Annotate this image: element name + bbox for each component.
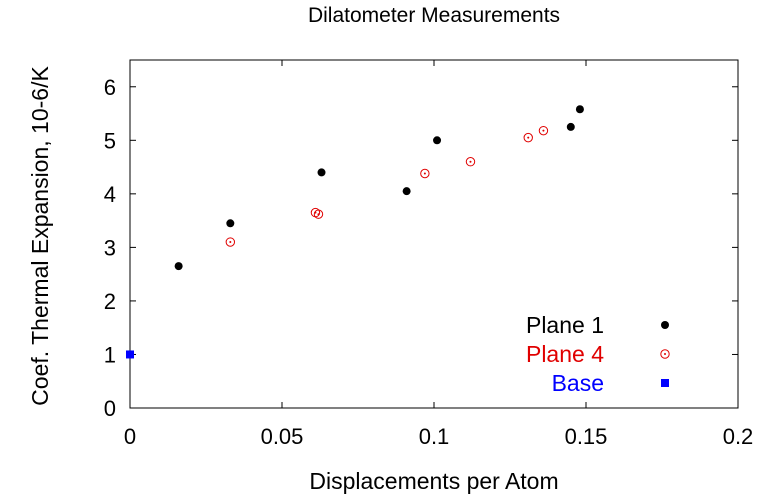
data-point-series-1 (225, 237, 236, 247)
y-tick-label: 5 (104, 128, 116, 153)
y-tick-label: 4 (104, 182, 116, 207)
data-points (126, 105, 584, 359)
data-point-series-2 (126, 350, 134, 359)
data-point-series-1 (465, 157, 476, 167)
data-point-series-0 (317, 168, 326, 177)
data-point-series-0 (575, 105, 584, 114)
y-axis-label: Coef. Thermal Expansion, 10-6/K (27, 66, 53, 406)
data-point-series-1 (523, 132, 533, 143)
legend-marker-1 (660, 349, 670, 359)
y-tick-label: 1 (104, 342, 116, 367)
data-point-series-0 (433, 136, 442, 145)
y-tick-label: 2 (104, 289, 116, 314)
data-point-series-1-dot (527, 136, 530, 139)
y-tick-label: 6 (104, 75, 116, 100)
data-point-series-1-dot (542, 129, 545, 132)
data-point-series-1 (538, 125, 549, 136)
x-tick-label: 0.15 (565, 424, 608, 449)
data-point-series-1-ring (225, 237, 236, 247)
data-point-series-0 (402, 187, 411, 196)
data-point-series-1-ring (313, 209, 324, 219)
legend-marker-0 (661, 321, 669, 329)
axis-ticks: 0 0.05 0.1 0.15 0.2 0 1 2 3 4 5 6 (104, 60, 754, 449)
legend-marker-1-ring (660, 349, 670, 359)
data-point-series-1-ring (538, 125, 549, 136)
x-tick-label: 0.2 (723, 424, 754, 449)
data-point-series-1-ring (523, 132, 533, 143)
legend: Plane 1 Plane 4 Base (526, 312, 670, 396)
data-point-series-1 (420, 168, 430, 179)
data-point-series-1 (313, 209, 324, 219)
data-point-series-1-ring (420, 168, 430, 179)
data-point-series-1-ring (465, 157, 476, 167)
legend-label-0: Plane 1 (526, 312, 604, 338)
data-point-series-1-dot (469, 160, 472, 163)
data-point-series-1-dot (317, 213, 320, 216)
y-tick-label: 0 (104, 396, 116, 421)
y-tick-label: 3 (104, 235, 116, 260)
chart-title: Dilatometer Measurements (308, 4, 560, 27)
plot-frame (129, 59, 739, 409)
data-point-series-1-dot (229, 241, 232, 244)
data-point-series-0 (226, 219, 235, 228)
x-axis-label: Displacements per Atom (309, 468, 558, 494)
legend-label-1: Plane 4 (526, 341, 604, 367)
legend-label-2: Base (552, 370, 604, 396)
legend-marker-2 (661, 379, 669, 387)
x-tick-label: 0.1 (419, 424, 450, 449)
data-point-series-0 (174, 262, 183, 271)
x-tick-label: 0.05 (261, 424, 304, 449)
data-point-series-1-dot (423, 172, 426, 175)
x-tick-label: 0 (124, 424, 136, 449)
legend-marker-1-dot (664, 353, 666, 355)
data-point-series-0 (566, 122, 575, 131)
